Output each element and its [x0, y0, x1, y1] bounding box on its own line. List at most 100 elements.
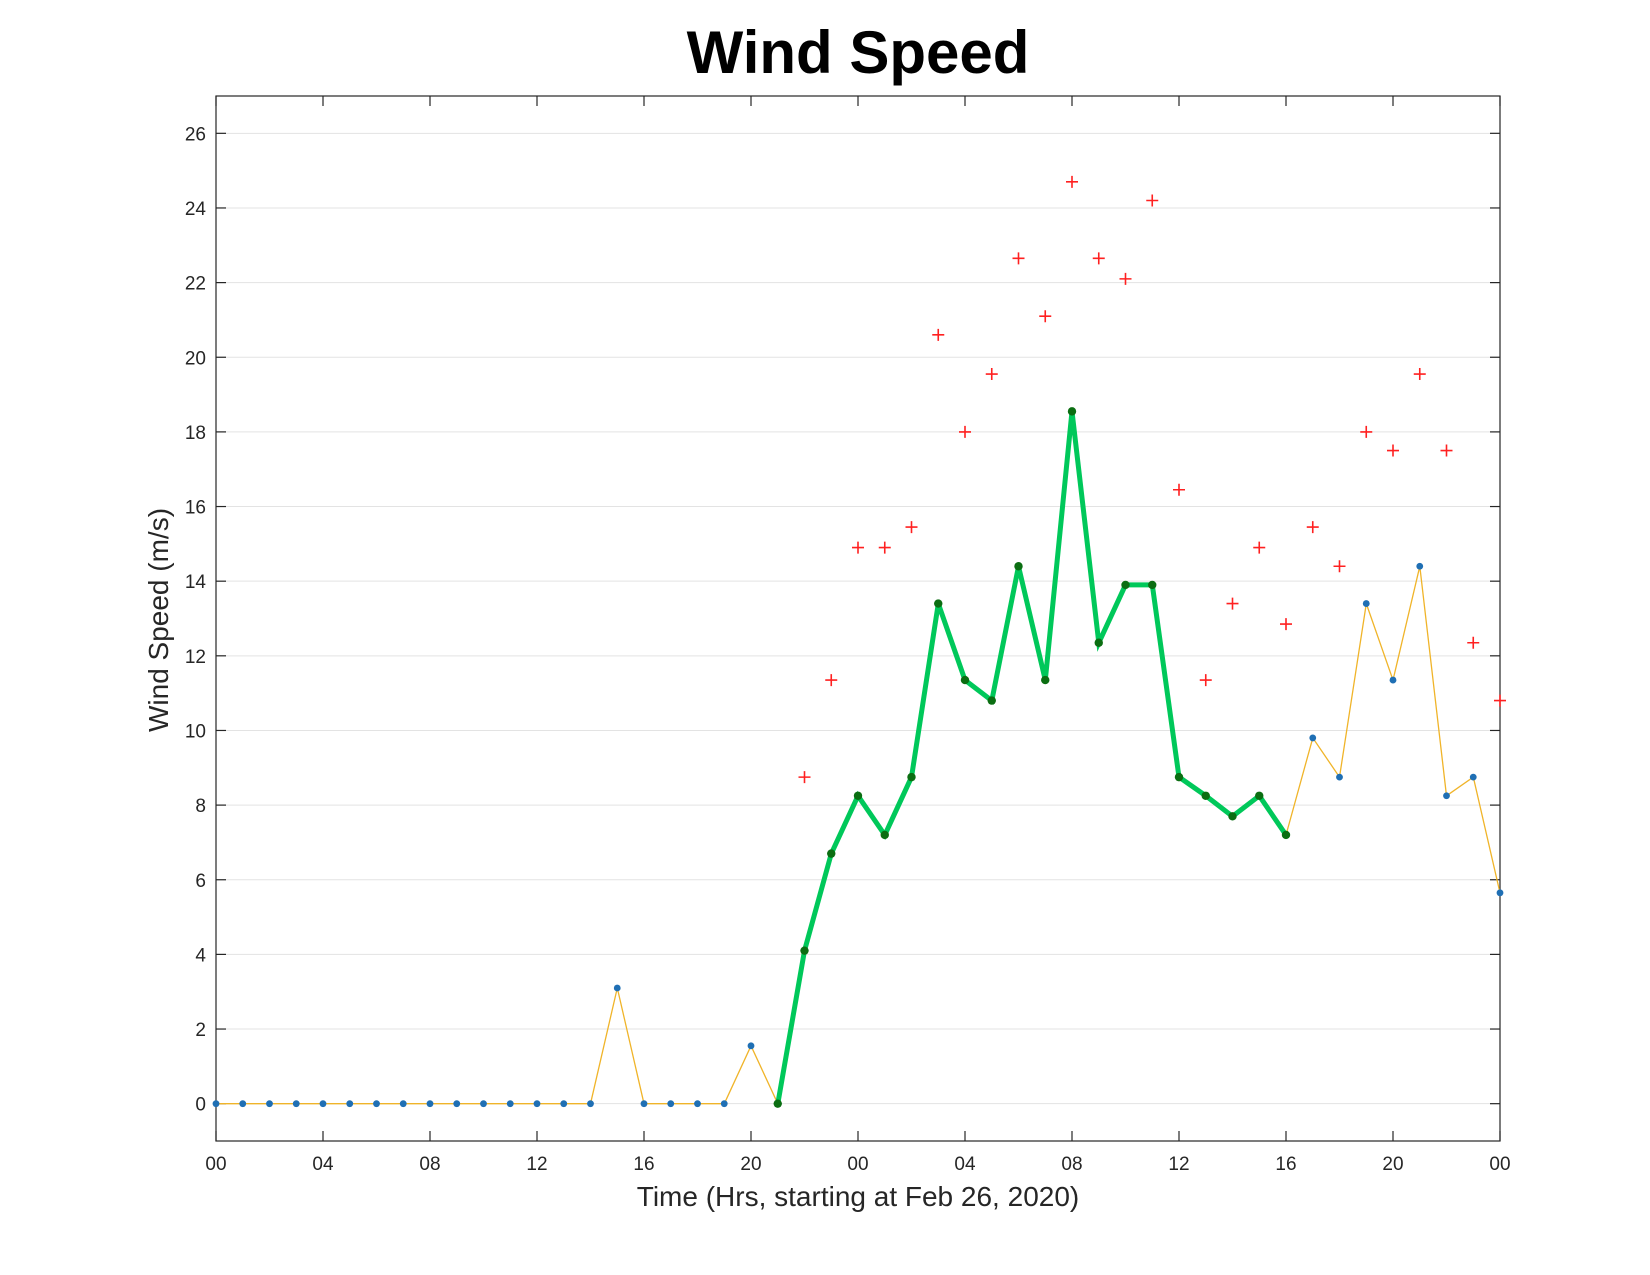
data-point [212, 1100, 220, 1108]
y-tick-label: 4 [195, 945, 206, 966]
plus-marker [1413, 368, 1426, 381]
data-point [1014, 562, 1023, 571]
data-point [907, 772, 916, 782]
data-point [960, 675, 970, 685]
x-axis-label: Time (Hrs, starting at Feb 26, 2020) [637, 1181, 1079, 1212]
x-tick-label: 04 [954, 1154, 976, 1175]
data-point [720, 1100, 728, 1108]
data-point [987, 696, 996, 705]
data-point [773, 1099, 782, 1108]
y-tick-label: 16 [185, 498, 206, 519]
plus-marker [1119, 272, 1132, 285]
plus-marker [1012, 252, 1025, 265]
plus-marker [1146, 194, 1159, 207]
data-point [1469, 773, 1477, 781]
data-point [1496, 889, 1504, 897]
data-point [426, 1100, 434, 1108]
series-3 [798, 175, 1506, 784]
plus-marker [932, 328, 945, 341]
data-point [934, 599, 943, 608]
y-tick-label: 20 [185, 348, 206, 369]
y-axis-label: Wind Speed (m/s) [143, 508, 174, 732]
x-tick-label: 12 [1168, 1154, 1189, 1175]
plus-marker [1306, 521, 1319, 534]
data-point [1443, 792, 1450, 800]
data-point [266, 1100, 273, 1108]
x-tick-label: 16 [1275, 1154, 1296, 1175]
data-point [292, 1100, 300, 1108]
plus-marker [1494, 694, 1506, 707]
data-point [694, 1100, 701, 1108]
x-tick-label: 20 [1382, 1154, 1403, 1175]
data-point [613, 984, 621, 992]
data-point [346, 1100, 354, 1108]
data-point [480, 1100, 487, 1108]
data-point [506, 1100, 514, 1108]
plus-marker [1173, 483, 1185, 496]
data-point [373, 1100, 380, 1108]
data-point [747, 1042, 755, 1050]
data-series [212, 175, 1506, 1108]
plus-marker [905, 521, 918, 534]
plus-marker [1253, 541, 1266, 554]
plus-marker [825, 674, 838, 687]
data-point [1067, 407, 1077, 416]
data-point [1041, 675, 1050, 685]
y-tick-label: 8 [195, 796, 206, 817]
y-tick-label: 26 [185, 124, 206, 145]
x-tick-label: 00 [1489, 1154, 1510, 1175]
x-tick-label: 16 [633, 1154, 654, 1175]
x-tick-label: 08 [1061, 1154, 1082, 1175]
y-tick-label: 10 [185, 721, 206, 742]
y-tick-label: 18 [185, 423, 206, 444]
x-tick-label: 04 [312, 1154, 334, 1175]
plus-marker [1333, 560, 1346, 573]
plus-marker [798, 771, 811, 784]
series-line [775, 411, 1289, 1105]
data-point [880, 830, 889, 840]
plus-marker [1092, 252, 1105, 265]
plus-marker [959, 425, 971, 438]
plus-marker [1280, 618, 1292, 631]
data-point [1362, 600, 1370, 607]
data-point [453, 1100, 461, 1108]
data-point [587, 1100, 594, 1108]
y-tick-label: 12 [185, 647, 206, 668]
data-point [533, 1100, 541, 1108]
data-point [1389, 676, 1397, 684]
plus-marker [1360, 425, 1373, 438]
y-tick-label: 14 [185, 572, 207, 593]
data-point [667, 1100, 675, 1108]
data-point [1336, 773, 1343, 781]
plus-marker [1199, 674, 1212, 687]
plus-marker [852, 541, 864, 554]
plus-marker [878, 541, 891, 554]
x-tick-label: 08 [419, 1154, 440, 1175]
chart-title: Wind Speed [687, 19, 1030, 86]
x-tick-label: 12 [526, 1154, 547, 1175]
x-tick-label: 00 [205, 1154, 226, 1175]
series-2 [773, 407, 1291, 1108]
data-point [319, 1100, 327, 1108]
data-point [1094, 638, 1103, 647]
data-point [1228, 812, 1237, 821]
plus-marker [1467, 636, 1480, 649]
y-tick-label: 22 [185, 274, 206, 295]
x-tick-label: 20 [740, 1154, 761, 1175]
data-point [399, 1100, 407, 1108]
plus-marker [1039, 310, 1052, 323]
data-point [640, 1100, 648, 1108]
data-point [1255, 791, 1264, 800]
data-point [1174, 772, 1184, 782]
data-point [239, 1100, 247, 1108]
data-point [800, 946, 809, 955]
plus-marker [985, 368, 998, 381]
y-tick-label: 2 [195, 1020, 206, 1041]
y-tick-label: 6 [195, 871, 206, 892]
data-point [853, 791, 863, 800]
x-tick-label: 00 [847, 1154, 868, 1175]
y-tick-label: 0 [195, 1095, 206, 1116]
